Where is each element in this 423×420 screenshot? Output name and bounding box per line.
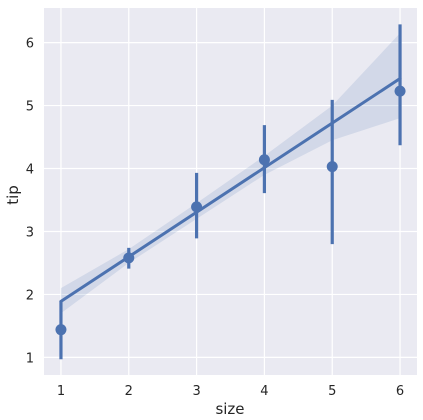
x-tick-label: 3 — [192, 384, 200, 399]
point-layer — [55, 85, 406, 336]
x-tick-label: 2 — [125, 384, 133, 399]
data-point — [258, 154, 270, 166]
data-point — [123, 252, 135, 264]
regression-line-layer — [59, 77, 402, 303]
y-axis-label: tip — [4, 185, 22, 205]
x-tick-label: 5 — [328, 384, 336, 399]
regression-line — [59, 77, 402, 303]
x-axis-label: size — [215, 400, 244, 418]
x-tick-label: 4 — [260, 384, 268, 399]
y-tick-label: 1 — [26, 351, 34, 366]
confidence-band-layer — [60, 33, 401, 314]
y-tick-label: 4 — [26, 163, 34, 178]
y-tick-labels: 1 2 3 4 5 6 — [26, 37, 34, 367]
y-tick-label: 2 — [26, 288, 34, 303]
x-tick-label: 1 — [57, 384, 65, 399]
data-point — [191, 201, 203, 213]
y-tick-label: 3 — [26, 225, 34, 240]
confidence-band — [60, 33, 401, 314]
y-tick-label: 5 — [26, 100, 34, 115]
data-point — [55, 324, 67, 336]
data-point — [326, 161, 338, 173]
y-tick-label: 6 — [26, 37, 34, 52]
x-tick-labels: 1 2 3 4 5 6 — [57, 384, 404, 399]
data-point — [394, 85, 406, 97]
x-tick-label: 6 — [396, 384, 404, 399]
